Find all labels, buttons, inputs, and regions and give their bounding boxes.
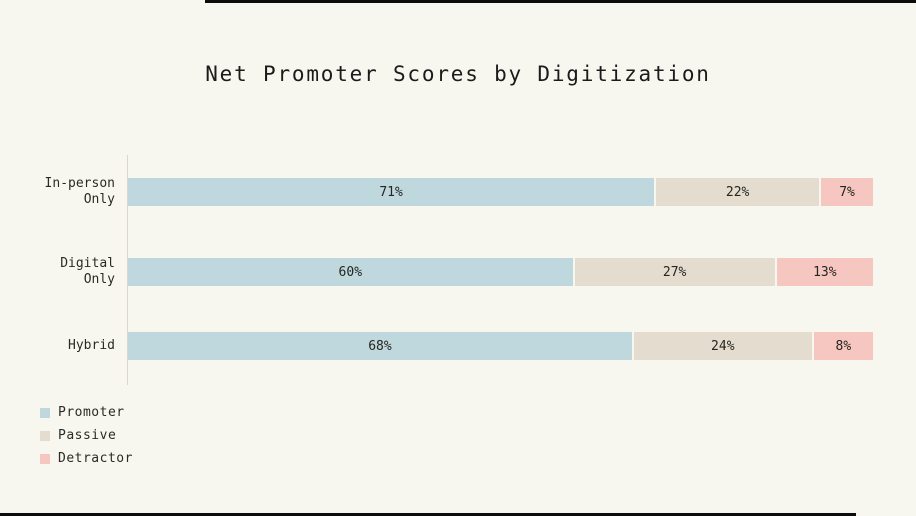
y-axis-label: In-person Only [44, 176, 115, 207]
legend-swatch-icon [40, 453, 50, 464]
segment-value-label: 27% [662, 264, 687, 280]
y-axis-label: Hybrid [68, 338, 115, 353]
segment-value-label: 13% [813, 264, 837, 280]
stacked-bar: 71% 22% 7% [128, 178, 873, 206]
legend-item-passive: Passive [40, 424, 133, 447]
segment-value-label: 71% [379, 184, 403, 200]
legend-label: Detractor [58, 451, 133, 466]
legend-label: Passive [58, 428, 117, 443]
bar-row: In-person Only 71% 22% 7% [0, 176, 916, 207]
legend-label: Promoter [58, 405, 125, 420]
legend-swatch-icon [40, 407, 50, 418]
segment-value-label: 68% [368, 338, 392, 354]
segment-value-label: 60% [338, 264, 363, 280]
stacked-bar: 60% 27% 13% [128, 258, 873, 286]
bar-segment-detractor: 7% [821, 178, 873, 206]
bar-segment-detractor: 8% [813, 332, 873, 360]
legend-item-detractor: Detractor [40, 447, 133, 470]
y-axis-label: Digital Only [60, 256, 115, 287]
bar-segment-passive: 22% [656, 178, 820, 206]
bar-segment-detractor: 13% [776, 258, 873, 286]
segment-value-label: 7% [839, 184, 855, 200]
bar-row: Digital Only 60% 27% 13% [0, 256, 916, 287]
bar-segment-promoter: 71% [128, 178, 655, 206]
bar-row: Hybrid 68% 24% 8% [0, 332, 916, 360]
legend-item-promoter: Promoter [40, 401, 133, 424]
segment-value-label: 24% [711, 338, 735, 354]
stacked-bar: 68% 24% 8% [128, 332, 873, 360]
segment-value-label: 8% [835, 338, 852, 354]
bar-segment-promoter: 68% [128, 332, 632, 360]
bar-segment-promoter: 60% [128, 258, 573, 286]
bar-segment-passive: 27% [574, 258, 775, 286]
chart-title: Net Promoter Scores by Digitization [205, 62, 711, 86]
top-border-line [205, 0, 916, 3]
segment-value-label: 22% [725, 184, 750, 200]
y-axis-line [127, 155, 128, 385]
bar-segment-passive: 24% [633, 332, 812, 360]
legend-swatch-icon [40, 430, 50, 441]
bottom-border-line [0, 513, 856, 516]
legend: Promoter Passive Detractor [40, 401, 133, 470]
